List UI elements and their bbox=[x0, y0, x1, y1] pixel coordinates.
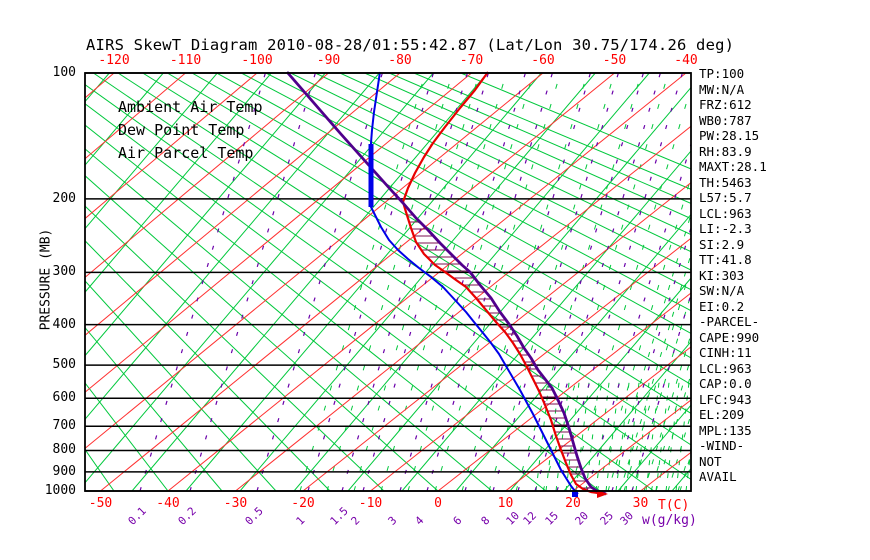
pressure-tick-label: 700 bbox=[52, 418, 76, 434]
bottom-temp-label: -40 bbox=[156, 496, 180, 511]
top-temp-label: -100 bbox=[241, 53, 273, 68]
stats-line: MPL:135 bbox=[699, 422, 752, 438]
stats-line: LCL:963 bbox=[699, 360, 752, 376]
pressure-tick-label: 100 bbox=[52, 65, 76, 80]
bottom-temp-label: 10 bbox=[497, 496, 514, 511]
mixing-ratio-unit-label: w(g/kg) bbox=[642, 513, 697, 528]
pressure-tick-label: 900 bbox=[52, 463, 76, 479]
stats-line: LI:-2.3 bbox=[699, 221, 752, 236]
bottom-temp-label: 0 bbox=[434, 496, 442, 511]
top-temp-label: -90 bbox=[316, 53, 341, 68]
bottom-temp-label: -10 bbox=[358, 496, 383, 511]
stats-line: PW:28.15 bbox=[699, 128, 760, 143]
stats-line: NOT bbox=[699, 453, 722, 469]
stats-line: WB0:787 bbox=[699, 112, 752, 128]
top-temp-label: -70 bbox=[459, 53, 484, 68]
stats-line: MAXT:28.1 bbox=[699, 159, 767, 174]
bottom-temp-label: 20 bbox=[565, 496, 581, 511]
top-temp-label: -80 bbox=[388, 53, 412, 68]
stats-line: TT:41.8 bbox=[699, 252, 752, 267]
stats-line: MW:N/A bbox=[699, 81, 745, 97]
stats-line: CAPE:990 bbox=[699, 329, 760, 345]
bottom-temp-label: -50 bbox=[88, 496, 113, 511]
sounding-indices-panel: TP:100 MW:N/A FRZ:612 WB0:787 PW:28.15 RH:83.… bbox=[699, 66, 767, 485]
legend-ambient-air-temp: Ambient Air Temp bbox=[118, 98, 263, 116]
stats-line: CAP:0.0 bbox=[699, 376, 752, 391]
stats-line: TH:5463 bbox=[699, 174, 752, 190]
stats-line: -WIND- bbox=[699, 438, 745, 453]
pressure-tick-label: 300 bbox=[52, 264, 76, 280]
stats-line: EI:0.2 bbox=[699, 298, 745, 314]
stats-line: LCL:963 bbox=[699, 205, 752, 221]
stats-line: FRZ:612 bbox=[699, 97, 752, 112]
top-temp-label: -50 bbox=[602, 53, 627, 68]
legend-dew-point-temp: Dew Point Temp bbox=[118, 121, 245, 139]
stats-line: RH:83.9 bbox=[699, 143, 752, 159]
bottom-temp-label: -30 bbox=[223, 496, 248, 511]
stats-line: TP:100 bbox=[699, 66, 745, 81]
pressure-axis-caption: PRESSURE (MB) bbox=[38, 228, 54, 331]
stats-line: SW:N/A bbox=[699, 283, 745, 298]
stats-line: AVAIL bbox=[699, 469, 737, 484]
bottom-temp-label: -20 bbox=[291, 496, 315, 511]
bottom-temp-label: 30 bbox=[632, 496, 649, 511]
pressure-tick-label: 800 bbox=[52, 442, 76, 458]
top-temp-label: -60 bbox=[531, 53, 555, 68]
legend-air-parcel-temp: Air Parcel Temp bbox=[118, 144, 254, 162]
stats-line: EL:209 bbox=[699, 407, 745, 422]
stats-line: SI:2.9 bbox=[699, 236, 745, 252]
top-temp-label: -120 bbox=[98, 53, 130, 68]
stats-line: L57:5.7 bbox=[699, 190, 752, 205]
stats-line: LFC:943 bbox=[699, 391, 752, 407]
pressure-tick-label: 500 bbox=[52, 357, 76, 373]
temperature-unit-label: T(C) bbox=[658, 498, 690, 513]
stats-line: -PARCEL- bbox=[699, 314, 760, 329]
pressure-tick-label: 200 bbox=[52, 190, 76, 206]
stats-line: CINH:11 bbox=[699, 345, 752, 360]
pressure-tick-label: 1000 bbox=[44, 483, 76, 498]
pressure-tick-label: 600 bbox=[52, 390, 76, 406]
chart-title: AIRS SkewT Diagram 2010-08-28/01:55:42.8… bbox=[86, 36, 735, 54]
top-temp-label: -40 bbox=[674, 53, 698, 68]
stats-line: KI:303 bbox=[699, 267, 745, 283]
pressure-tick-label: 400 bbox=[52, 316, 76, 332]
top-temp-label: -110 bbox=[169, 53, 202, 68]
